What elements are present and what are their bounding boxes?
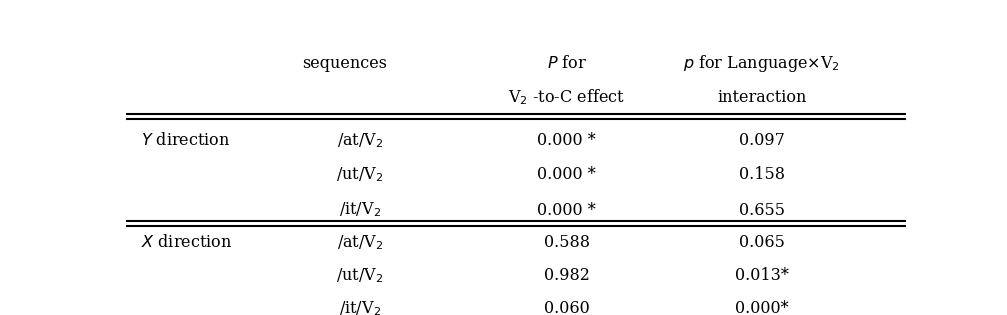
Text: 0.097: 0.097 <box>739 132 784 149</box>
Text: 0.060: 0.060 <box>544 300 590 315</box>
Text: $p$ for Language$\times$V$_2$: $p$ for Language$\times$V$_2$ <box>684 53 841 74</box>
Text: $X$ direction: $X$ direction <box>141 234 233 251</box>
Text: 0.000*: 0.000* <box>735 300 788 315</box>
Text: 0.982: 0.982 <box>544 267 590 284</box>
Text: /at/V$_2$: /at/V$_2$ <box>336 233 384 252</box>
Text: sequences: sequences <box>302 55 387 72</box>
Text: 0.013*: 0.013* <box>735 267 788 284</box>
Text: /ut/V$_2$: /ut/V$_2$ <box>336 266 384 285</box>
Text: 0.655: 0.655 <box>739 202 784 219</box>
Text: interaction: interaction <box>717 89 807 106</box>
Text: /it/V$_2$: /it/V$_2$ <box>339 299 381 315</box>
Text: /ut/V$_2$: /ut/V$_2$ <box>336 165 384 184</box>
Text: 0.000 *: 0.000 * <box>538 132 596 149</box>
Text: /it/V$_2$: /it/V$_2$ <box>339 201 381 219</box>
Text: V$_2$ -to-C effect: V$_2$ -to-C effect <box>509 87 625 107</box>
Text: 0.000 *: 0.000 * <box>538 202 596 219</box>
Text: $Y$ direction: $Y$ direction <box>141 132 231 149</box>
Text: 0.158: 0.158 <box>739 166 784 183</box>
Text: 0.588: 0.588 <box>544 234 590 251</box>
Text: /at/V$_2$: /at/V$_2$ <box>336 132 384 150</box>
Text: $P$ for: $P$ for <box>547 55 587 72</box>
Text: 0.000 *: 0.000 * <box>538 166 596 183</box>
Text: 0.065: 0.065 <box>739 234 784 251</box>
